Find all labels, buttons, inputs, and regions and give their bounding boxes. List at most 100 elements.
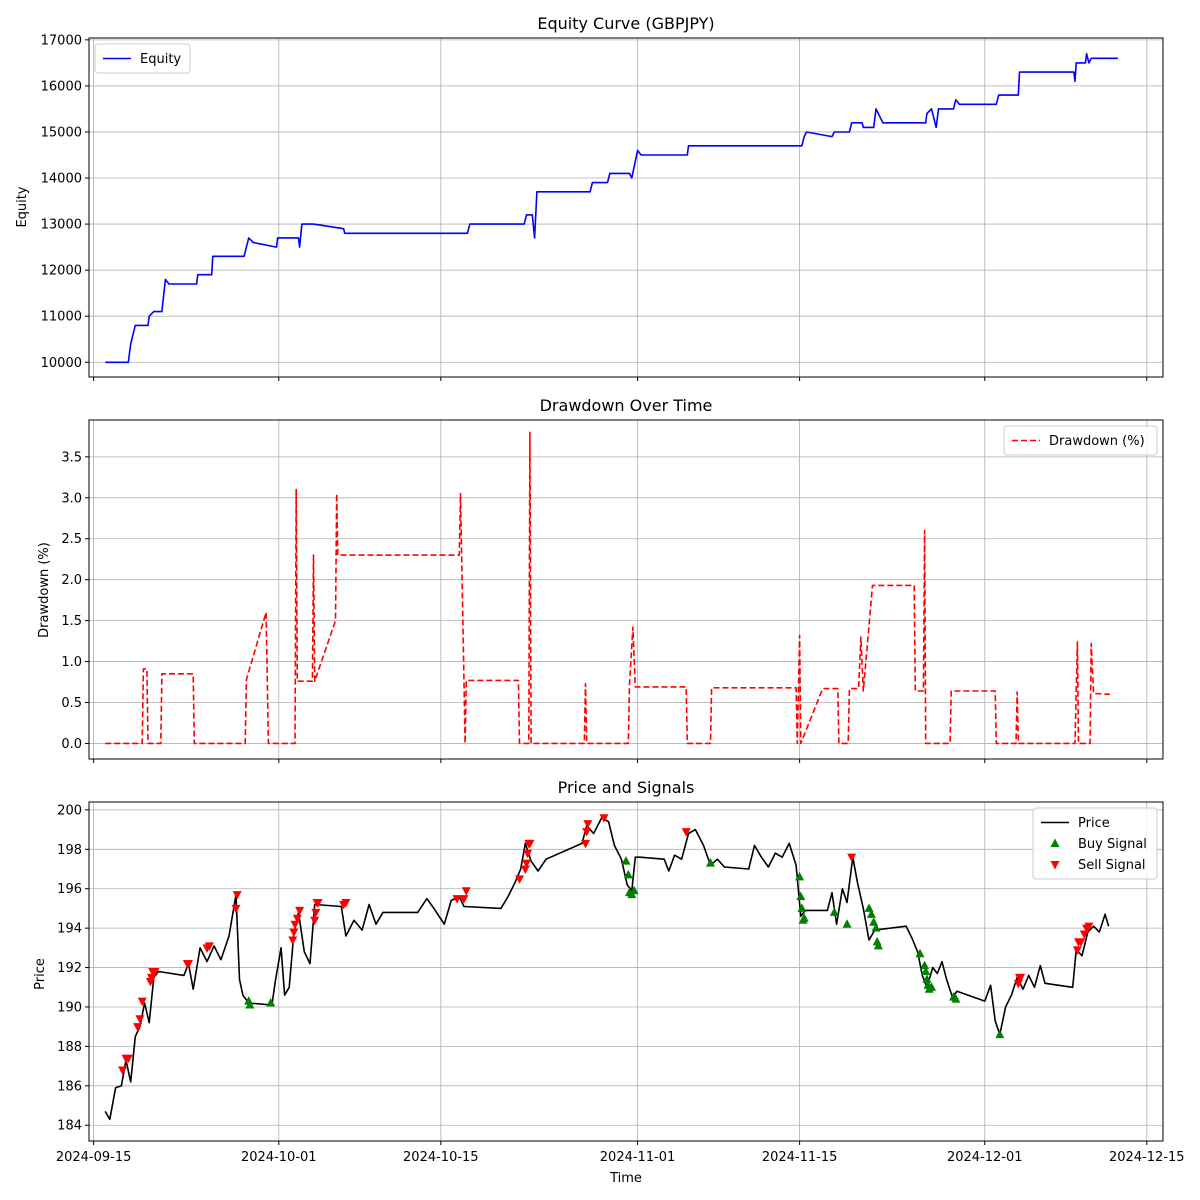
buy-signal-marker <box>797 903 807 912</box>
buy-signal-marker <box>829 907 839 916</box>
legend: Equity <box>94 43 191 74</box>
sell-signal-marker <box>232 891 242 900</box>
buy-signal-marker <box>796 891 806 901</box>
sell-signal-marker <box>452 895 462 904</box>
x-tick-label: 2024-11-01 <box>600 1150 676 1165</box>
legend: Drawdown (%) <box>1003 425 1158 456</box>
price-panel: Price and Signals Price Time 184 186 188 19… <box>33 778 1185 1186</box>
sell-signal-marker <box>311 908 321 918</box>
y-tick-label: 10000 <box>41 356 82 371</box>
sell-signal-marker <box>523 849 533 859</box>
y-tick-label: 3.0 <box>61 491 82 506</box>
x-tick-label: 2024-10-15 <box>403 1150 479 1165</box>
buy-signal-marker <box>842 919 852 928</box>
sell-signal-marker <box>341 899 351 908</box>
x-tick-label: 2024-10-01 <box>241 1150 317 1165</box>
buy-signal-marker <box>920 960 930 970</box>
plot-frame <box>88 801 1164 1142</box>
sell-signal-marker <box>525 839 535 849</box>
y-tick-label: 14000 <box>41 172 82 187</box>
sell-signal-marker <box>137 997 147 1007</box>
y-tick-label: 198 <box>57 843 82 858</box>
sell-signal-marker <box>1076 938 1086 947</box>
y-tick-label: 2.5 <box>61 532 82 547</box>
y-tick-label: 192 <box>57 961 82 976</box>
y-tick-label: 16000 <box>41 79 82 94</box>
buy-signal-marker <box>873 940 883 950</box>
equity-panel: Equity Curve (GBPJPY) Equity 10000 11000 1… <box>15 14 1164 381</box>
y-tick-label: 0.0 <box>61 737 82 752</box>
buy-signal-marker <box>866 909 876 918</box>
sell-signal-marker <box>515 875 525 884</box>
sell-signal-marker <box>582 828 592 837</box>
y-tick-label: 190 <box>57 1000 82 1015</box>
x-tick-label: 2024-11-15 <box>762 1150 838 1165</box>
x-axis-label: Time <box>609 1171 642 1186</box>
sell-signal-marker <box>583 820 593 829</box>
drawdown-panel: Drawdown Over Time Drawdown (%) 0.0 0.5 1.… <box>37 396 1164 763</box>
legend-label: Sell Signal <box>1078 858 1146 873</box>
sell-signal-marker <box>599 814 609 823</box>
equity-y-axis-label: Equity <box>15 186 30 227</box>
y-tick-label: 196 <box>57 882 82 897</box>
plot-frame <box>88 419 1164 760</box>
buy-signal-marker <box>921 966 931 975</box>
buy-signal-marker <box>629 885 639 895</box>
legend-sell-marker <box>1050 861 1060 870</box>
y-tick-label: 184 <box>57 1119 82 1134</box>
legend-box <box>1032 807 1158 880</box>
y-tick-label: 17000 <box>41 33 82 48</box>
sell-signal-marker <box>204 942 214 951</box>
legend-label: Drawdown (%) <box>1049 434 1145 449</box>
sell-signal-marker <box>1084 922 1094 932</box>
drawdown-chart-title: Drawdown Over Time <box>540 396 713 415</box>
y-tick-label: 186 <box>57 1079 82 1094</box>
sell-signal-marker <box>461 887 471 896</box>
sell-signal-marker <box>1016 973 1026 983</box>
buy-signal-marker <box>245 1000 255 1009</box>
sell-signal-marker <box>520 865 530 875</box>
buy-signal-marker <box>799 913 809 922</box>
y-tick-label: 1.0 <box>61 655 82 670</box>
y-tick-label: 3.5 <box>61 450 82 465</box>
sell-signal-marker <box>150 968 160 977</box>
sell-signal-marker <box>1072 946 1082 955</box>
sell-signal-marker <box>313 899 323 908</box>
buy-signal-marker <box>915 948 925 958</box>
sell-signal-marker <box>310 916 320 926</box>
legend: Price Buy Signal Sell Signal <box>1032 807 1158 880</box>
price-y-axis-label: Price <box>33 958 48 990</box>
y-tick-label: 0.5 <box>61 696 82 711</box>
sell-signal-marker <box>289 928 299 938</box>
y-tick-label: 11000 <box>41 310 82 325</box>
sell-signal-marker <box>292 914 302 924</box>
y-tick-label: 1.5 <box>61 614 82 629</box>
buy-signal-marker <box>995 1029 1005 1039</box>
price-chart-title: Price and Signals <box>558 778 695 797</box>
sell-signal-marker <box>135 1015 145 1024</box>
sell-signal-marker <box>681 828 691 837</box>
sell-signal-marker <box>133 1023 143 1032</box>
sell-signal-marker <box>184 960 194 969</box>
x-tick-label: 2024-12-01 <box>947 1150 1023 1165</box>
legend-box <box>94 43 191 74</box>
buy-signal-marker <box>922 974 932 983</box>
x-tick-label: 2024-09-15 <box>56 1150 132 1165</box>
sell-signal-marker <box>118 1066 128 1076</box>
sell-signal-marker <box>847 853 857 863</box>
buy-signal-marker <box>951 994 961 1003</box>
legend-buy-marker <box>1050 838 1060 847</box>
y-tick-label: 13000 <box>41 218 82 233</box>
buy-signal-marker <box>927 982 937 991</box>
sell-signal-marker <box>580 839 590 849</box>
y-tick-label: 2.0 <box>61 573 82 588</box>
buy-signal-marker <box>621 856 631 865</box>
sell-signal-marker <box>288 936 298 945</box>
y-tick-label: 12000 <box>41 264 82 279</box>
sell-signal-marker <box>459 895 469 904</box>
equity-chart-title: Equity Curve (GBPJPY) <box>537 14 714 33</box>
sell-signal-marker <box>231 904 241 914</box>
equity-line <box>105 52 1118 364</box>
